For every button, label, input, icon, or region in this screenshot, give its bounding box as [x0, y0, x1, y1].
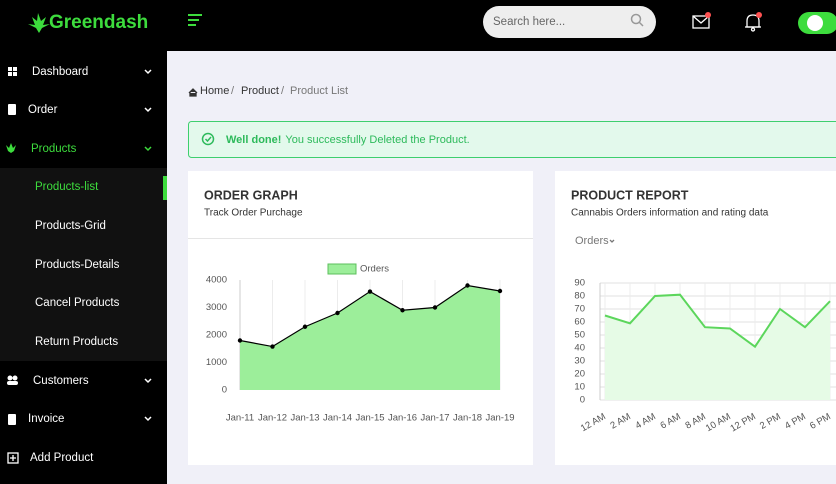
x-tick-label: Jan-16	[388, 413, 417, 424]
alert-text: Well done! You successfully Deleted the P…	[226, 134, 470, 146]
area	[240, 285, 500, 390]
alert	[188, 121, 836, 158]
card-title: ORDER GRAPH	[204, 188, 298, 202]
point	[497, 288, 503, 294]
nav-item[interactable]: Invoice	[28, 413, 64, 425]
active-indicator	[163, 176, 167, 200]
x-tick-label: Jan-19	[485, 413, 514, 424]
nav-item[interactable]: Add Product	[30, 452, 94, 464]
alert-message: You successfully Deleted the Product.	[285, 134, 469, 146]
x-tick-label: Jan-13	[290, 413, 319, 424]
breadcrumb-separator: /	[281, 85, 285, 97]
nav-item[interactable]: Products	[31, 143, 77, 155]
y-tick-label: 0	[580, 395, 585, 406]
alert-strong: Well done!	[226, 134, 281, 146]
breadcrumb-item: Product List	[290, 85, 348, 97]
dropdown-caret	[609, 239, 615, 243]
line	[604, 293, 831, 349]
alert-check	[204, 136, 212, 143]
legend-swatch	[327, 263, 357, 275]
nav-subitem[interactable]: Products-Details	[35, 259, 120, 271]
alert-icon	[201, 132, 215, 146]
top-bar	[0, 0, 836, 51]
y-tick-label: 80	[574, 291, 585, 302]
y-tick-label: 50	[574, 330, 585, 341]
area	[605, 294, 830, 400]
nav-item[interactable]: Dashboard	[32, 66, 88, 78]
y-tick-label: 10	[574, 382, 585, 393]
y-tick-label: 40	[574, 343, 585, 354]
point	[400, 308, 405, 313]
card-title: PRODUCT REPORT	[571, 188, 689, 202]
point	[367, 289, 373, 294]
submenu	[0, 168, 167, 361]
point	[465, 283, 470, 288]
card-subtitle: Cannabis Orders information and rating d…	[571, 208, 769, 219]
y-tick-label: 2000	[206, 330, 227, 341]
point	[335, 310, 340, 316]
nav-item[interactable]: Customers	[33, 375, 89, 387]
mail-icon[interactable]	[692, 15, 710, 29]
nav-item[interactable]: Order	[28, 104, 58, 116]
home-icon	[188, 88, 198, 97]
menu-toggle[interactable]	[188, 14, 202, 26]
y-tick-label: 60	[574, 317, 585, 328]
x-tick-label: Jan-15	[355, 413, 384, 424]
x-tick-label: Jan-14	[323, 413, 352, 424]
search-icon[interactable]	[630, 13, 644, 27]
bell-icon[interactable]	[745, 14, 761, 32]
breadcrumb-item[interactable]: Home	[200, 85, 229, 97]
nav-subitem[interactable]: Products-Grid	[35, 220, 106, 232]
mail-badge	[705, 12, 711, 18]
x-tick-label: Jan-17	[420, 413, 449, 424]
y-tick-label: 20	[574, 369, 585, 380]
sidebar-icons	[6, 67, 19, 464]
y-tick-label: 30	[574, 356, 585, 367]
bell-badge	[756, 12, 762, 18]
brand[interactable]: Greendash	[49, 12, 148, 33]
breadcrumb-separator: /	[231, 85, 235, 97]
y-tick-label: 0	[222, 385, 227, 396]
x-tick-label: Jan-11	[226, 413, 254, 424]
point	[237, 338, 243, 343]
legend-label: Orders	[360, 264, 389, 275]
card-subtitle: Track Order Purchage	[204, 208, 303, 219]
nav-subitem[interactable]: Cancel Products	[35, 297, 120, 309]
y-tick-label: 3000	[206, 302, 227, 313]
toggle-knob	[807, 15, 823, 31]
y-tick-label: 70	[574, 304, 585, 315]
y-tick-label: 90	[574, 278, 585, 289]
breadcrumb-item[interactable]: Product	[241, 85, 279, 97]
point	[270, 344, 275, 349]
point	[432, 305, 438, 310]
chevrons	[144, 69, 152, 422]
y-tick-label: 1000	[206, 357, 227, 368]
nav-subitem[interactable]: Products-list	[35, 181, 99, 193]
y-tick-label: 4000	[206, 275, 227, 286]
x-tick-label: Jan-12	[258, 413, 287, 424]
point	[302, 324, 308, 329]
search-placeholder: Search here...	[493, 16, 565, 28]
brand-logo	[28, 13, 50, 33]
series-dropdown[interactable]: Orders	[575, 235, 609, 247]
search-box[interactable]	[483, 6, 656, 38]
nav-subitem[interactable]: Return Products	[35, 336, 118, 348]
x-tick-label: Jan-18	[453, 413, 482, 424]
